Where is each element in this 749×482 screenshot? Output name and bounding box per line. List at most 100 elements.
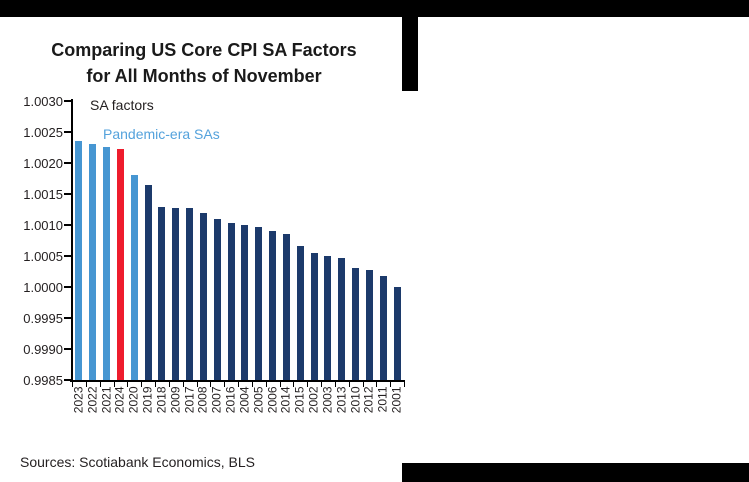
x-axis-label-2017: 2017 bbox=[182, 386, 197, 413]
x-axis-label-2007: 2007 bbox=[209, 386, 224, 413]
bar-2008 bbox=[199, 213, 207, 380]
x-axis-tick bbox=[99, 382, 101, 387]
y-axis-tick bbox=[64, 224, 72, 226]
y-axis-tick bbox=[64, 317, 72, 319]
bar-2010 bbox=[352, 267, 360, 380]
y-axis-tick-label: 0.9995 bbox=[23, 310, 63, 326]
top-black-band bbox=[0, 0, 749, 17]
x-axis-label-2004: 2004 bbox=[237, 386, 252, 413]
x-axis-label-2001: 2001 bbox=[389, 386, 404, 413]
bar-2006 bbox=[269, 230, 277, 380]
bar-2024 bbox=[116, 149, 124, 380]
x-axis-tick bbox=[155, 382, 156, 387]
x-axis-label-2009: 2009 bbox=[168, 386, 183, 413]
y-axis-tick-label: 1.0025 bbox=[23, 124, 63, 140]
x-axis-tick bbox=[307, 382, 309, 387]
bar-2023 bbox=[75, 141, 83, 380]
x-axis-tick bbox=[224, 382, 226, 387]
x-axis-label-2005: 2005 bbox=[251, 386, 266, 413]
x-axis-label-2024: 2024 bbox=[112, 386, 127, 413]
legend-sa-factors: SA factors bbox=[90, 97, 154, 113]
bar-2007 bbox=[213, 218, 221, 380]
y-axis-tick-label: 1.0030 bbox=[23, 93, 63, 109]
y-axis-line bbox=[71, 99, 73, 381]
bar-2001 bbox=[393, 287, 401, 380]
bar-2011 bbox=[379, 276, 387, 380]
x-axis-label-2016: 2016 bbox=[223, 386, 238, 413]
x-axis-tick bbox=[141, 382, 143, 387]
x-axis-label-2008: 2008 bbox=[195, 386, 210, 413]
x-axis-tick bbox=[362, 382, 364, 387]
y-axis-tick bbox=[64, 255, 72, 257]
x-axis-tick bbox=[238, 382, 239, 387]
bar-2012 bbox=[365, 270, 373, 380]
bar-2002 bbox=[310, 252, 318, 380]
x-axis-tick bbox=[127, 382, 129, 387]
x-axis-tick bbox=[404, 382, 405, 387]
x-axis-label-2012: 2012 bbox=[361, 386, 376, 413]
y-axis-tick bbox=[64, 286, 72, 288]
y-axis-tick-label: 1.0005 bbox=[23, 248, 63, 264]
x-axis-label-2011: 2011 bbox=[375, 386, 390, 412]
bar-2013 bbox=[338, 257, 346, 380]
chart-title: Comparing US Core CPI SA Factors for All… bbox=[0, 37, 408, 89]
x-axis-label-2019: 2019 bbox=[140, 386, 155, 413]
x-axis-label-2018: 2018 bbox=[154, 386, 169, 413]
x-axis-label-2015: 2015 bbox=[292, 386, 307, 413]
y-axis-tick bbox=[64, 379, 72, 381]
bar-2022 bbox=[89, 144, 97, 380]
legend-pandemic-era-sas: Pandemic-era SAs bbox=[103, 126, 220, 142]
x-axis-tick bbox=[348, 382, 350, 387]
bar-2021 bbox=[103, 146, 111, 380]
y-axis-tick-label: 1.0000 bbox=[23, 279, 63, 295]
bar-2020 bbox=[130, 174, 138, 380]
y-axis-tick-label: 1.0015 bbox=[23, 186, 63, 202]
sources-note: Sources: Scotiabank Economics, BLS bbox=[20, 454, 256, 470]
x-axis-label-2021: 2021 bbox=[99, 386, 114, 413]
x-axis-tick bbox=[376, 382, 378, 387]
x-axis-line bbox=[70, 380, 405, 382]
y-axis-tick bbox=[64, 193, 72, 195]
y-axis-tick-label: 1.0010 bbox=[23, 217, 63, 233]
y-axis-tick bbox=[64, 348, 72, 350]
x-axis-tick bbox=[182, 382, 184, 387]
x-axis-tick bbox=[196, 382, 198, 387]
x-axis-tick bbox=[334, 382, 336, 387]
y-axis-tick bbox=[64, 100, 72, 102]
x-axis-label-2002: 2002 bbox=[306, 386, 321, 413]
y-axis-tick bbox=[64, 162, 72, 164]
x-axis-label-2023: 2023 bbox=[71, 386, 86, 413]
x-axis-tick bbox=[113, 382, 115, 387]
right-edge-black-strip bbox=[402, 0, 418, 91]
x-axis-tick bbox=[293, 382, 295, 387]
bar-2017 bbox=[186, 208, 194, 380]
x-axis-label-2020: 2020 bbox=[126, 386, 141, 413]
bar-2005 bbox=[255, 227, 263, 380]
y-axis-tick-label: 0.9985 bbox=[23, 372, 63, 388]
y-axis-tick bbox=[64, 131, 72, 133]
x-axis-tick bbox=[279, 382, 281, 387]
bar-2009 bbox=[172, 207, 180, 380]
bar-2016 bbox=[227, 222, 235, 380]
x-axis-tick bbox=[85, 382, 87, 387]
chart-title-line2: for All Months of November bbox=[86, 66, 322, 86]
y-axis-tick-label: 1.0020 bbox=[23, 155, 63, 171]
bar-2004 bbox=[241, 225, 249, 380]
x-axis-tick bbox=[210, 382, 212, 387]
x-axis-label-2014: 2014 bbox=[278, 386, 293, 413]
x-axis-label-2010: 2010 bbox=[348, 386, 363, 413]
x-axis-tick bbox=[168, 382, 170, 387]
bar-2019 bbox=[144, 185, 152, 380]
x-axis-tick bbox=[251, 382, 253, 387]
bar-2003 bbox=[324, 256, 332, 380]
bottom-right-black-band bbox=[402, 463, 749, 482]
chart-title-line1: Comparing US Core CPI SA Factors bbox=[51, 40, 357, 60]
bar-2014 bbox=[282, 234, 290, 380]
x-axis-tick bbox=[72, 382, 73, 387]
x-axis-label-2022: 2022 bbox=[85, 386, 100, 413]
x-axis-tick bbox=[321, 382, 322, 387]
x-axis-label-2013: 2013 bbox=[334, 386, 349, 413]
x-axis-label-2003: 2003 bbox=[320, 386, 335, 413]
bar-2018 bbox=[158, 207, 166, 380]
